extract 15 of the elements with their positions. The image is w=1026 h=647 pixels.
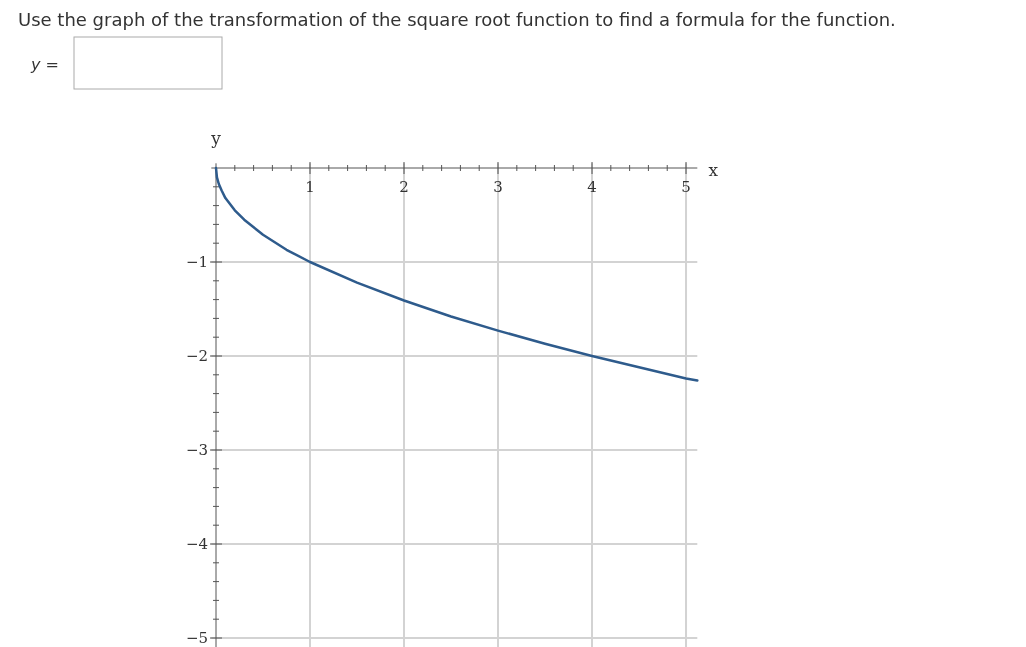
y-tick-label: −3 xyxy=(185,441,208,459)
x-axis-title: x xyxy=(708,160,719,180)
x-tick-label: 4 xyxy=(587,178,597,196)
y-tick-label: −5 xyxy=(185,629,208,647)
line-series xyxy=(214,166,699,382)
y-tick-label: −2 xyxy=(185,347,208,365)
y-tick-label: −1 xyxy=(185,253,208,271)
x-tick-label: 3 xyxy=(493,178,503,196)
x-tick-label: 2 xyxy=(399,178,409,196)
x-tick-label: 1 xyxy=(305,178,315,196)
y-tick-label: −4 xyxy=(185,535,208,553)
y-axis-title: y xyxy=(210,128,222,148)
x-tick-label: 5 xyxy=(681,178,691,196)
chart-title: Use the graph of the transformation of the square root function to find a formula for the function. xyxy=(18,9,896,30)
text: y = xyxy=(30,55,59,74)
